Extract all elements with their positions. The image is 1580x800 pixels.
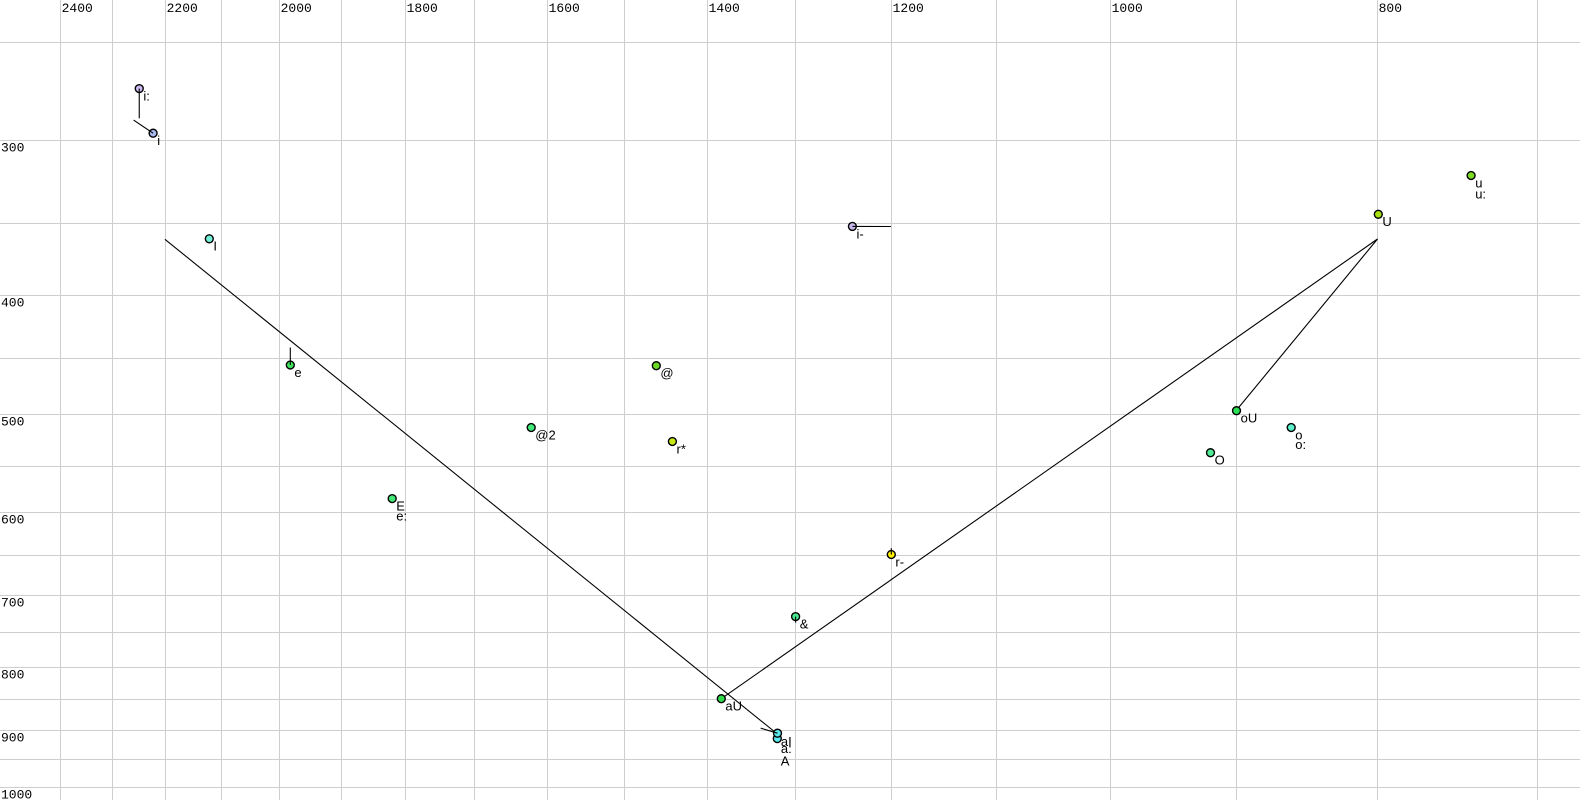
svg-text:i-: i-: [857, 226, 864, 241]
svg-text:u:: u:: [1475, 186, 1486, 201]
svg-text:&: &: [800, 617, 809, 632]
svg-text:800: 800: [1, 668, 24, 683]
svg-text:900: 900: [1, 731, 24, 746]
svg-text:I: I: [213, 239, 217, 254]
svg-text:i: i: [157, 133, 160, 148]
svg-text:e:: e:: [396, 508, 407, 523]
svg-text:1000: 1000: [1, 788, 32, 800]
svg-text:r*: r*: [677, 441, 686, 456]
svg-text:@: @: [660, 366, 673, 381]
svg-text:2200: 2200: [167, 1, 198, 16]
svg-text:400: 400: [1, 296, 24, 311]
svg-text:a:: a:: [781, 741, 792, 756]
svg-text:1000: 1000: [1112, 1, 1143, 16]
svg-text:300: 300: [1, 141, 24, 156]
svg-text:E: E: [396, 499, 405, 514]
svg-text:u: u: [1475, 175, 1482, 190]
svg-text:500: 500: [1, 415, 24, 430]
svg-text:o: o: [1295, 427, 1302, 442]
svg-text:aI: aI: [781, 734, 792, 749]
svg-text:r-: r-: [895, 554, 904, 569]
svg-text:1800: 1800: [407, 1, 438, 16]
svg-text:700: 700: [1, 596, 24, 611]
svg-text:i:: i:: [143, 89, 150, 104]
svg-text:@2: @2: [535, 427, 555, 442]
svg-text:A: A: [781, 753, 790, 768]
svg-text:1600: 1600: [549, 1, 580, 16]
svg-text:1200: 1200: [893, 1, 924, 16]
svg-text:800: 800: [1379, 1, 1402, 16]
svg-text:e: e: [294, 365, 301, 380]
svg-text:aU: aU: [725, 699, 742, 714]
svg-text:O: O: [1215, 453, 1225, 468]
svg-text:2000: 2000: [281, 1, 312, 16]
svg-text:600: 600: [1, 513, 24, 528]
svg-text:1400: 1400: [709, 1, 740, 16]
svg-text:oU: oU: [1241, 411, 1258, 426]
svg-text:U: U: [1382, 214, 1391, 229]
svg-text:2400: 2400: [62, 1, 93, 16]
svg-text:o:: o:: [1295, 437, 1306, 452]
